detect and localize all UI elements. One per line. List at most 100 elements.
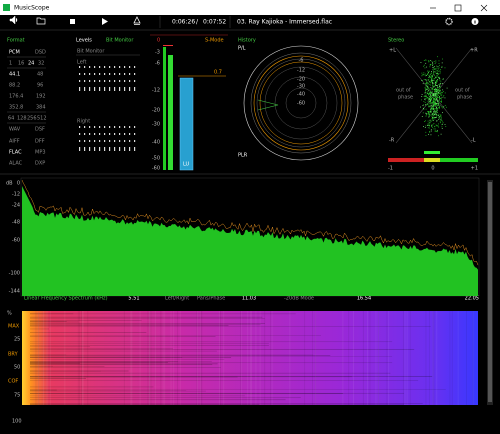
x-tick-label: 5.51 — [128, 296, 139, 302]
stereo-dot — [437, 102, 439, 104]
mode-button[interactable]: -20dB Mode — [284, 296, 314, 302]
format-cell: 96 — [37, 83, 43, 89]
bit-dot — [109, 73, 111, 75]
stereo-dot — [434, 102, 435, 104]
spectrogram-streak — [30, 335, 321, 336]
bit-dot — [99, 87, 101, 91]
meter-mode[interactable]: S-Mode — [205, 38, 224, 44]
stereo-dot — [429, 74, 431, 76]
stereo-dot — [430, 91, 431, 93]
bit-dot — [124, 87, 126, 91]
stereo-dot — [427, 100, 429, 102]
stereo-dot — [430, 129, 432, 131]
bit-dot — [119, 133, 121, 135]
panel-tab[interactable]: Bit Monitor — [106, 38, 134, 44]
stop-button[interactable] — [70, 19, 75, 24]
stereo-dot — [439, 106, 441, 108]
mode-button[interactable]: Pans/Phase — [197, 296, 225, 302]
duration-time: 0:07:52 — [203, 19, 226, 26]
format-cell: 32 — [38, 61, 44, 67]
stereo-dot — [430, 110, 432, 112]
stereo-dot — [434, 101, 436, 103]
stereo-dot — [436, 98, 438, 100]
stereo-dot — [435, 111, 437, 113]
spectrogram-streak — [30, 363, 218, 365]
stereo-dot — [431, 115, 433, 117]
stereo-dot — [429, 125, 431, 127]
stereo-dot — [431, 93, 433, 94]
stereo-dot — [433, 98, 434, 99]
bit-dot — [89, 147, 91, 151]
stereo-dot — [430, 84, 432, 86]
stereo-dot — [432, 114, 434, 116]
maximize-button[interactable] — [454, 4, 462, 12]
stereo-dot — [437, 56, 439, 58]
stereo-dot — [440, 117, 442, 119]
format-cell: 24 — [28, 61, 34, 67]
format-cell: 176.4 — [9, 94, 23, 100]
volume-button[interactable] — [9, 15, 18, 25]
spectrogram-streak — [30, 320, 142, 321]
bit-dot — [124, 126, 126, 128]
stereo-dot — [434, 114, 435, 116]
settings-button[interactable] — [445, 17, 453, 26]
stereo-dot — [431, 95, 433, 97]
stereo-dot — [440, 98, 442, 100]
stereo-dot — [422, 80, 424, 82]
stereo-dot — [435, 73, 437, 75]
bit-dot — [129, 66, 131, 68]
stereo-dot — [436, 102, 437, 104]
peak-marker — [163, 45, 173, 46]
stereo-dot — [427, 70, 428, 72]
stereo-dot — [425, 120, 426, 122]
stereo-dot — [426, 66, 428, 68]
stereo-dot — [433, 107, 434, 109]
stereo-dot — [439, 91, 441, 93]
stereo-dot — [432, 78, 434, 80]
spectrogram-streak — [30, 313, 74, 315]
stereo-dot — [427, 98, 429, 100]
scrollbar-thumb[interactable] — [488, 182, 492, 402]
eject-button[interactable] — [133, 16, 141, 25]
spectrum-area — [22, 186, 478, 296]
stereo-dot — [435, 95, 437, 97]
spectrogram-column — [170, 311, 172, 405]
bit-dot — [134, 87, 136, 91]
spectrogram-column — [259, 311, 261, 405]
stereo-dot — [433, 69, 435, 70]
spectrogram-column — [312, 311, 313, 405]
spectrogram-label: 75 — [14, 393, 20, 399]
stereo-dot — [441, 106, 443, 108]
stereo-dot — [442, 92, 443, 94]
ring — [274, 76, 328, 130]
stereo-dot — [442, 106, 444, 108]
stereo-dot — [427, 73, 428, 75]
spectrogram-column — [150, 311, 152, 405]
stereo-dot — [426, 80, 428, 82]
bit-dot — [94, 80, 96, 82]
stereo-dot — [439, 116, 440, 118]
stereo-dot — [427, 72, 429, 74]
stereo-dot — [438, 78, 440, 80]
play-button[interactable] — [102, 18, 108, 25]
bit-dot — [84, 87, 86, 91]
mode-button[interactable]: Left/Right — [165, 296, 189, 302]
stereo-dot — [428, 61, 430, 63]
stereo-dot — [434, 89, 436, 91]
stereo-dot — [436, 105, 438, 107]
stereo-dot — [430, 79, 432, 81]
stereo-dot — [427, 93, 429, 95]
bit-dot — [89, 73, 91, 75]
stereo-dot — [424, 67, 426, 69]
stereo-dot — [425, 104, 427, 106]
history-bottom: PLR — [238, 153, 248, 159]
bit-dot — [124, 147, 126, 151]
stereo-dot — [429, 106, 431, 108]
spectrogram-column — [402, 311, 404, 405]
stereo-dot — [432, 66, 434, 68]
close-button[interactable] — [480, 4, 488, 12]
format-cell: AIFF — [9, 139, 20, 145]
spectrogram-image — [22, 311, 478, 405]
stereo-dot — [439, 79, 441, 81]
open-button[interactable] — [36, 17, 46, 25]
